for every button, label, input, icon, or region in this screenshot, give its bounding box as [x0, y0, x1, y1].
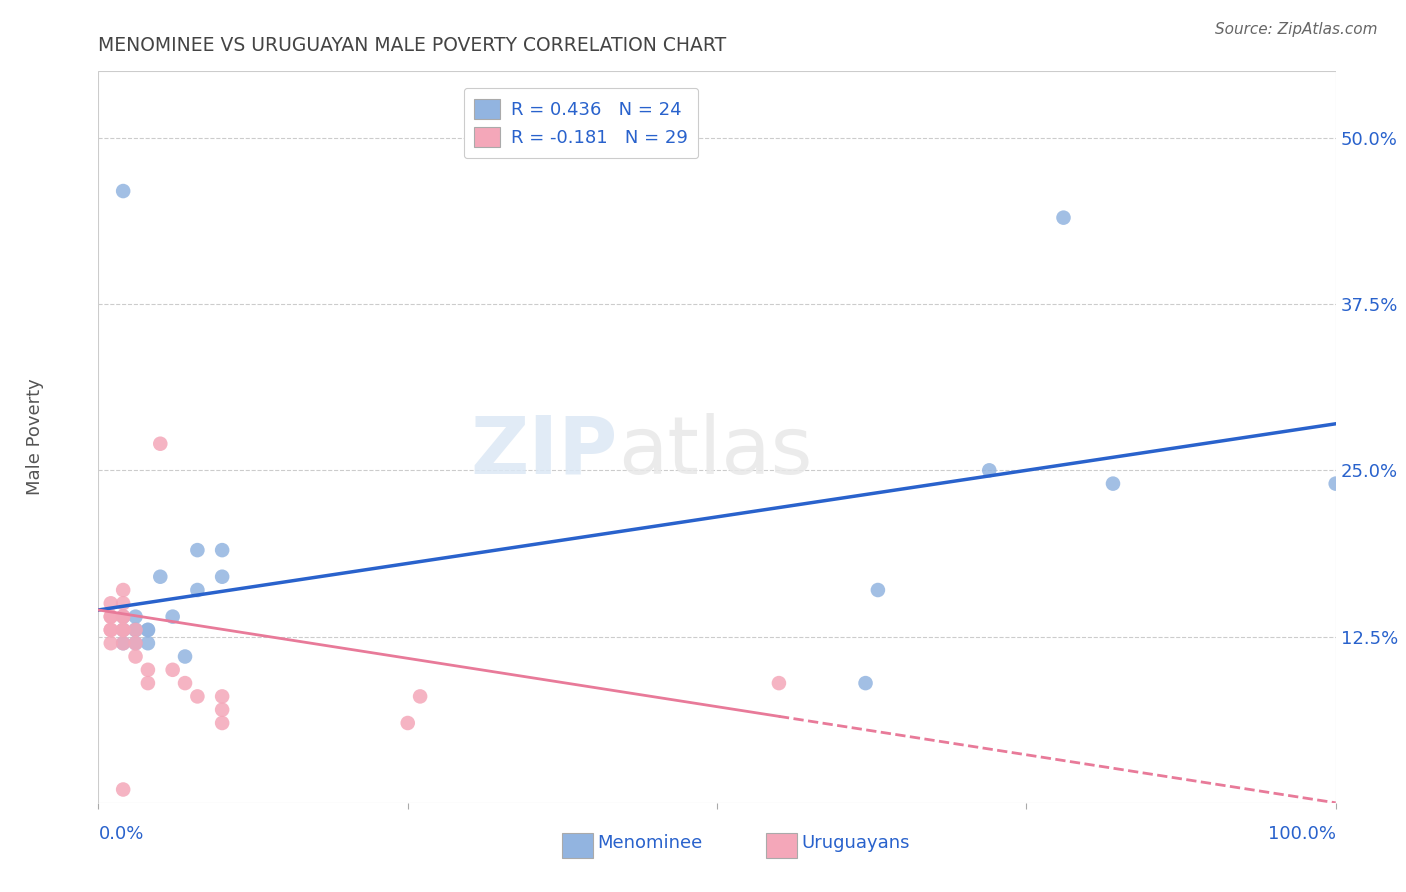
Point	[124, 636, 146, 650]
Text: ZIP: ZIP	[471, 413, 619, 491]
Point	[112, 782, 135, 797]
Point	[136, 623, 159, 637]
Point	[396, 716, 419, 731]
Point	[136, 676, 159, 690]
Text: 100.0%: 100.0%	[1268, 825, 1336, 843]
Point	[112, 596, 135, 610]
Text: Menominee: Menominee	[598, 834, 703, 852]
Point	[124, 623, 146, 637]
Point	[124, 649, 146, 664]
Point	[112, 609, 135, 624]
Text: Male Poverty: Male Poverty	[27, 379, 44, 495]
Point	[768, 676, 790, 690]
Point	[100, 609, 122, 624]
Point	[162, 609, 184, 624]
Point	[211, 703, 233, 717]
Point	[100, 623, 122, 637]
Point	[162, 663, 184, 677]
Point	[979, 463, 1001, 477]
Text: MENOMINEE VS URUGUAYAN MALE POVERTY CORRELATION CHART: MENOMINEE VS URUGUAYAN MALE POVERTY CORR…	[98, 36, 727, 54]
Point	[136, 636, 159, 650]
Point	[124, 623, 146, 637]
Point	[136, 623, 159, 637]
Point	[211, 543, 233, 558]
Point	[112, 636, 135, 650]
Point	[112, 609, 135, 624]
Point	[1102, 476, 1125, 491]
Point	[112, 623, 135, 637]
Point	[112, 623, 135, 637]
Text: atlas: atlas	[619, 413, 813, 491]
Point	[112, 623, 135, 637]
Point	[136, 663, 159, 677]
Point	[149, 570, 172, 584]
Point	[100, 609, 122, 624]
Point	[112, 636, 135, 650]
Point	[1052, 211, 1074, 225]
Text: Source: ZipAtlas.com: Source: ZipAtlas.com	[1215, 22, 1378, 37]
Point	[149, 436, 172, 450]
Text: 0.0%: 0.0%	[98, 825, 143, 843]
Point	[186, 690, 208, 704]
Point	[211, 716, 233, 731]
Point	[174, 676, 197, 690]
Point	[100, 636, 122, 650]
Point	[124, 623, 146, 637]
Text: Uruguayans: Uruguayans	[801, 834, 910, 852]
Point	[100, 596, 122, 610]
Point	[211, 570, 233, 584]
Point	[112, 609, 135, 624]
Point	[112, 184, 135, 198]
Point	[1324, 476, 1347, 491]
Point	[124, 636, 146, 650]
Point	[186, 582, 208, 597]
Point	[211, 690, 233, 704]
Point	[124, 609, 146, 624]
Point	[100, 623, 122, 637]
Point	[112, 582, 135, 597]
Point	[855, 676, 877, 690]
Point	[866, 582, 889, 597]
Point	[186, 543, 208, 558]
Point	[174, 649, 197, 664]
Point	[409, 690, 432, 704]
Legend: R = 0.436   N = 24, R = -0.181   N = 29: R = 0.436 N = 24, R = -0.181 N = 29	[464, 87, 699, 158]
